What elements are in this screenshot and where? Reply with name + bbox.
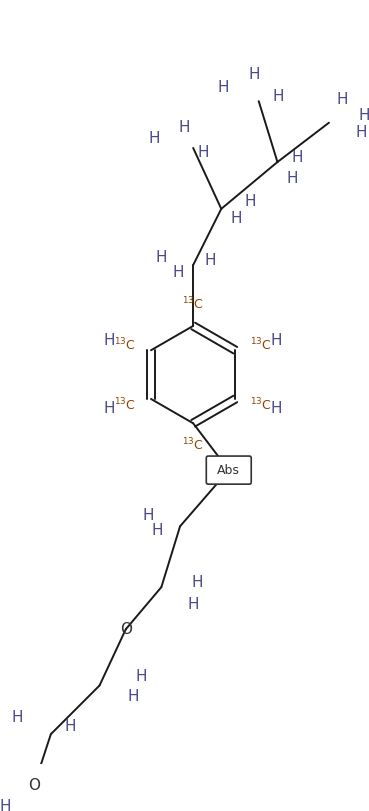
Text: H: H (128, 689, 139, 704)
FancyBboxPatch shape (206, 456, 251, 484)
Text: H: H (0, 799, 11, 811)
Text: H: H (198, 145, 209, 160)
Text: $^{13}$C: $^{13}$C (182, 296, 204, 313)
Text: H: H (273, 89, 284, 104)
Text: H: H (271, 401, 282, 416)
Text: H: H (292, 150, 303, 165)
Text: H: H (337, 92, 348, 107)
Text: H: H (11, 710, 23, 725)
Text: $^{13}$C: $^{13}$C (250, 397, 272, 413)
Text: H: H (149, 131, 161, 146)
Text: O: O (120, 622, 132, 637)
Text: H: H (104, 401, 115, 416)
Text: H: H (187, 597, 199, 611)
Text: O: O (28, 779, 40, 793)
Text: $^{13}$C: $^{13}$C (250, 337, 272, 353)
Text: H: H (155, 250, 167, 265)
Text: $^{13}$C: $^{13}$C (114, 397, 136, 413)
Text: Abs: Abs (217, 464, 240, 477)
Text: H: H (204, 253, 216, 268)
Text: H: H (135, 668, 146, 684)
Text: H: H (245, 194, 256, 209)
Text: H: H (359, 108, 369, 122)
Text: H: H (172, 265, 184, 280)
Text: H: H (355, 125, 367, 139)
Text: H: H (217, 79, 229, 95)
Text: H: H (65, 719, 76, 734)
Text: H: H (248, 67, 260, 83)
Text: H: H (271, 333, 282, 349)
Text: H: H (142, 508, 154, 522)
Text: $^{13}$C: $^{13}$C (182, 436, 204, 453)
Text: H: H (231, 211, 242, 225)
Text: H: H (287, 171, 298, 187)
Text: $^{13}$C: $^{13}$C (114, 337, 136, 353)
Text: H: H (191, 575, 203, 590)
Text: H: H (152, 523, 163, 539)
Text: H: H (178, 120, 190, 135)
Text: H: H (104, 333, 115, 349)
